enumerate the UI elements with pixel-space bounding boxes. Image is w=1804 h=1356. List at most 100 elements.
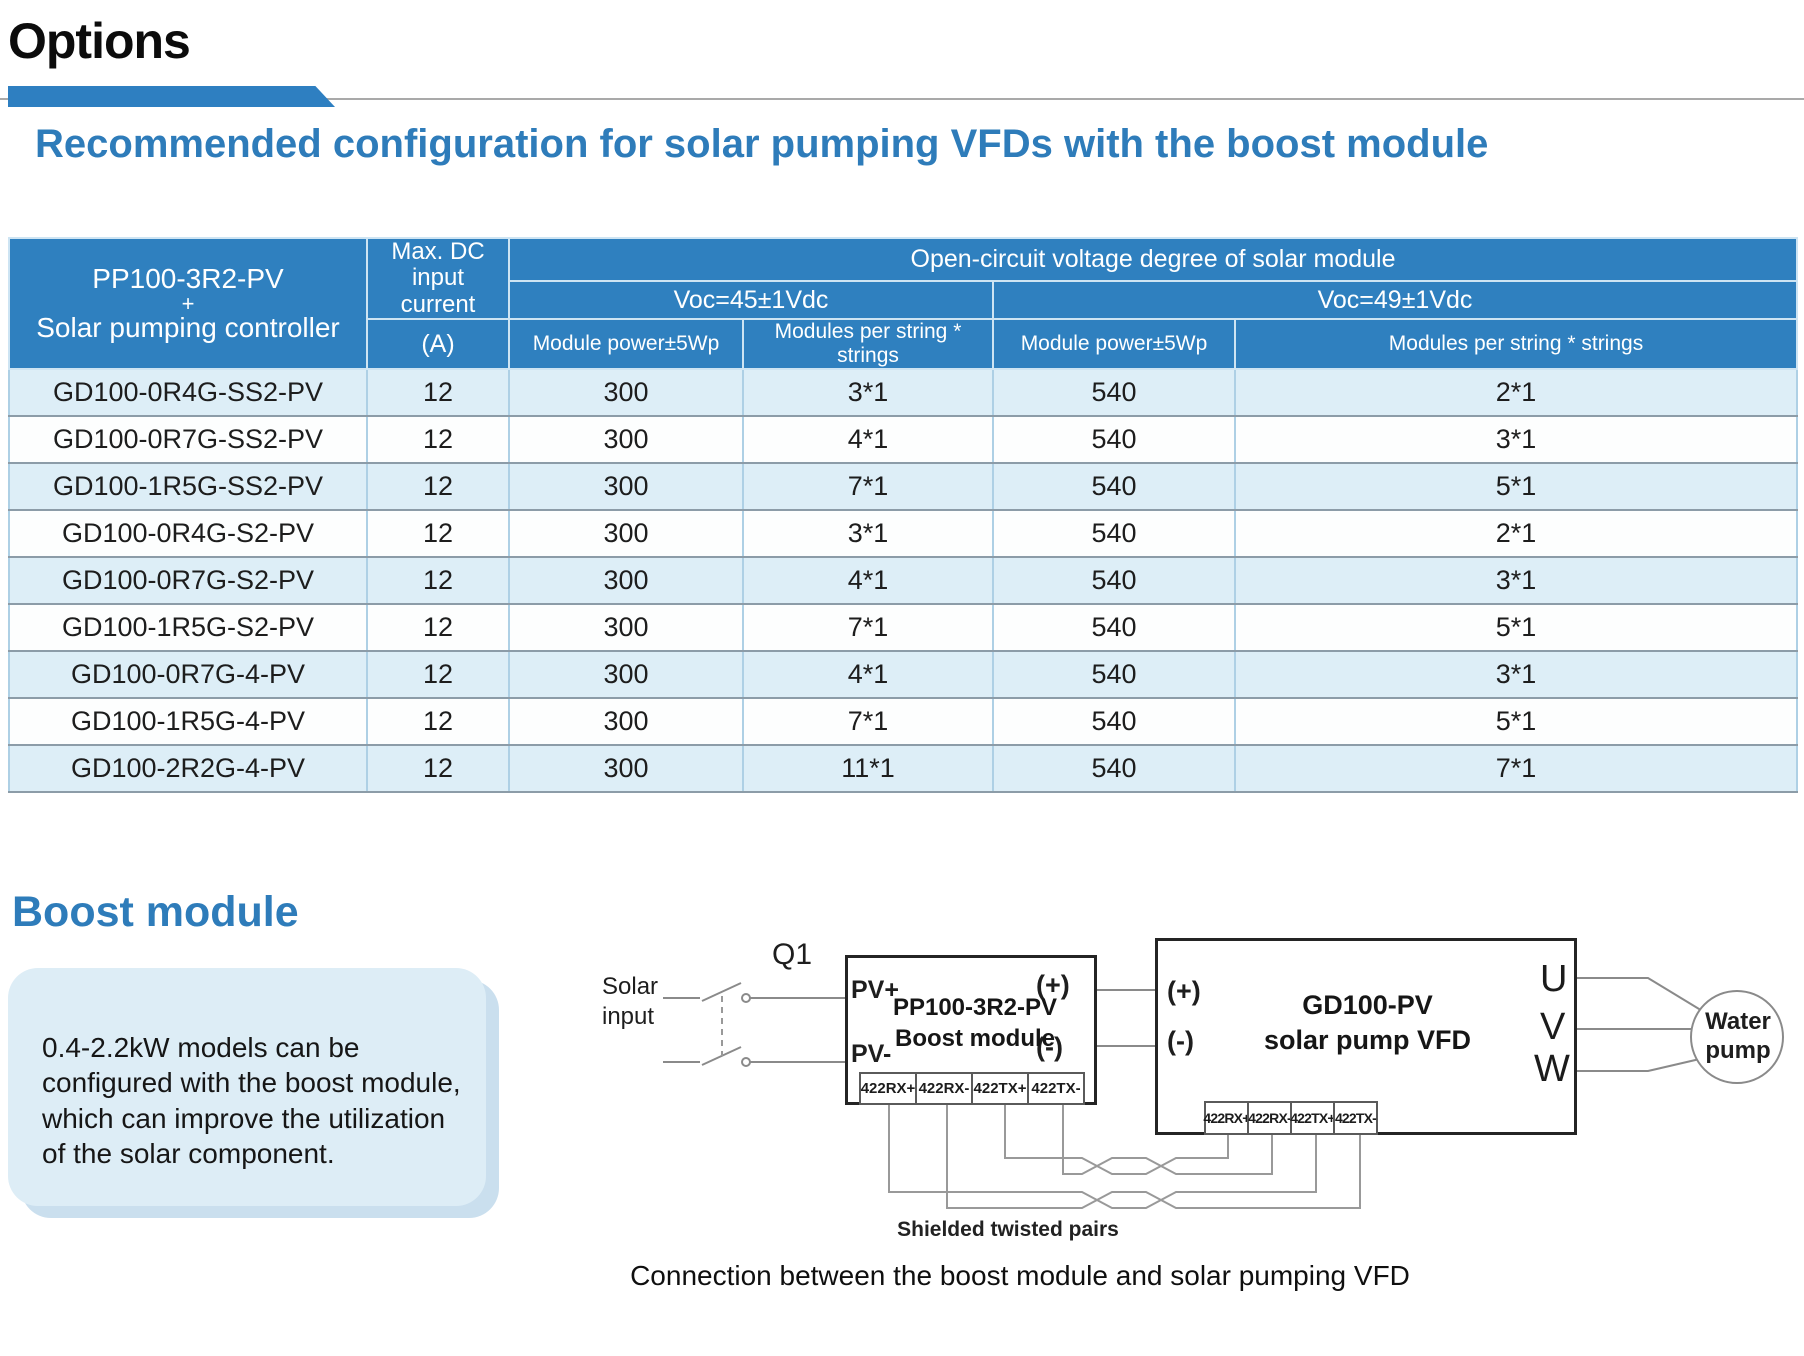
table-row: GD100-0R4G-SS2-PV 12 300 3*1 540 2*1 xyxy=(8,368,1798,418)
boost-box-title: PP100-3R2-PV Boost module xyxy=(858,992,1092,1054)
terminal-label: 422RX- xyxy=(1247,1101,1292,1135)
table-cell: 3*1 xyxy=(742,368,994,418)
header-voc49: Voc=49±1Vdc xyxy=(992,279,1798,321)
table-cell: 2*1 xyxy=(1234,509,1798,559)
table-cell: GD100-0R4G-SS2-PV xyxy=(8,368,368,418)
wire-u xyxy=(1577,977,1705,1013)
table-cell: 12 xyxy=(366,509,510,559)
table-cell: GD100-0R4G-S2-PV xyxy=(8,509,368,559)
table-row: GD100-0R7G-4-PV 12 300 4*1 540 3*1 xyxy=(8,650,1798,700)
table-cell: 12 xyxy=(366,556,510,606)
table-cell: 5*1 xyxy=(1234,603,1798,653)
table-cell: 12 xyxy=(366,697,510,747)
table-cell: 5*1 xyxy=(1234,697,1798,747)
section-heading-boost-module: Boost module xyxy=(12,888,299,936)
table-cell: 300 xyxy=(508,415,744,465)
vfd-box-title: GD100-PV solar pump VFD xyxy=(1225,988,1510,1058)
table-cell: 3*1 xyxy=(1234,415,1798,465)
table-row: GD100-0R7G-SS2-PV 12 300 4*1 540 3*1 xyxy=(8,415,1798,465)
table-cell: 300 xyxy=(508,368,744,418)
boost-pv-minus-terminal: PV- xyxy=(851,1040,892,1068)
vfd-input-minus: (-) xyxy=(1167,1026,1194,1056)
table-row: GD100-2R2G-4-PV 12 300 11*1 540 7*1 xyxy=(8,744,1798,794)
table-cell: 12 xyxy=(366,462,510,512)
section-heading-configuration: Recommended configuration for solar pump… xyxy=(35,122,1489,166)
table-cell: 540 xyxy=(992,697,1236,747)
table-cell: 540 xyxy=(992,462,1236,512)
table-cell: 540 xyxy=(992,603,1236,653)
table-cell: 12 xyxy=(366,650,510,700)
table-cell: 300 xyxy=(508,650,744,700)
header-open-circuit-group: Open-circuit voltage degree of solar mod… xyxy=(508,237,1798,282)
switch-blade-bottom xyxy=(701,1046,742,1066)
table-cell: 300 xyxy=(508,744,744,794)
boost-note-text: 0.4-2.2kW models can be configured with … xyxy=(42,1032,461,1169)
terminal-label: 422TX+ xyxy=(971,1072,1029,1105)
table-cell: GD100-2R2G-4-PV xyxy=(8,744,368,794)
table-cell: 12 xyxy=(366,603,510,653)
table-cell: 3*1 xyxy=(1234,650,1798,700)
header-model-line1: PP100-3R2-PV xyxy=(92,263,284,295)
table-cell: 300 xyxy=(508,509,744,559)
table-cell: 12 xyxy=(366,415,510,465)
boost-terminal-strip: 422RX+ 422RX- 422TX+ 422TX- xyxy=(859,1072,1085,1105)
header-max-dc: Max. DC input current xyxy=(366,236,510,321)
vfd-u-terminal: U xyxy=(1540,958,1568,1000)
table-cell: 12 xyxy=(366,744,510,794)
header-module-power-49: Module power±5Wp xyxy=(992,318,1236,371)
table-cell: GD100-0R7G-S2-PV xyxy=(8,556,368,606)
vfd-w-terminal: W xyxy=(1534,1048,1570,1090)
boost-title-line1: PP100-3R2-PV xyxy=(892,994,1058,1021)
header-model-line2: + xyxy=(181,290,195,316)
table-cell: 7*1 xyxy=(742,603,994,653)
boost-pv-plus-terminal: PV+ xyxy=(851,976,899,1004)
header-max-dc-unit: (A) xyxy=(366,318,510,371)
terminal-label: 422TX- xyxy=(1027,1072,1085,1105)
table-cell: 300 xyxy=(508,697,744,747)
table-cell: 7*1 xyxy=(742,697,994,747)
header-module-power-45: Module power±5Wp xyxy=(508,318,744,371)
terminal-label: 422TX- xyxy=(1333,1101,1378,1135)
table-cell: 7*1 xyxy=(1234,744,1798,794)
header-model: PP100-3R2-PV + Solar pumping controller xyxy=(8,236,368,371)
vfd-title-line2: solar pump VFD xyxy=(1263,1025,1472,1056)
vfd-title-line1: GD100-PV xyxy=(1302,990,1433,1020)
table-cell: 3*1 xyxy=(1234,556,1798,606)
table-cell: 540 xyxy=(992,650,1236,700)
boost-output-plus: (+) xyxy=(1036,970,1070,1000)
table-cell: GD100-1R5G-4-PV xyxy=(8,697,368,747)
table-body: GD100-0R4G-SS2-PV 12 300 3*1 540 2*1 GD100-0R7… xyxy=(8,368,1798,794)
header-voc45: Voc=45±1Vdc xyxy=(508,279,994,321)
configuration-table: PP100-3R2-PV + Solar pumping controller … xyxy=(8,236,1798,794)
boost-title-line2: Boost module xyxy=(895,1025,1055,1053)
table-cell: 540 xyxy=(992,368,1236,418)
table-row: GD100-0R7G-S2-PV 12 300 4*1 540 3*1 xyxy=(8,556,1798,606)
table-cell: 5*1 xyxy=(1234,462,1798,512)
vfd-input-plus: (+) xyxy=(1167,976,1201,1006)
table-cell: 7*1 xyxy=(742,462,994,512)
diagram-caption: Connection between the boost module and … xyxy=(630,1260,1410,1291)
switch-contact-top xyxy=(741,993,751,1003)
table-cell: 540 xyxy=(992,509,1236,559)
table-row: GD100-1R5G-S2-PV 12 300 7*1 540 5*1 xyxy=(8,603,1798,653)
page-title: Options xyxy=(8,13,191,69)
table-cell: 4*1 xyxy=(742,415,994,465)
title-rule-line xyxy=(0,98,1804,100)
table-cell: 540 xyxy=(992,415,1236,465)
table-cell: GD100-0R7G-4-PV xyxy=(8,650,368,700)
header-modules-per-string-45: Modules per string * strings xyxy=(742,318,994,371)
table-cell: 2*1 xyxy=(1234,368,1798,418)
table-row: GD100-0R4G-S2-PV 12 300 3*1 540 2*1 xyxy=(8,509,1798,559)
boost-output-minus: (-) xyxy=(1036,1032,1063,1062)
wire-w xyxy=(1577,1057,1705,1072)
table-cell: GD100-1R5G-SS2-PV xyxy=(8,462,368,512)
table-row: GD100-1R5G-SS2-PV 12 300 7*1 540 5*1 xyxy=(8,462,1798,512)
table-row: GD100-1R5G-4-PV 12 300 7*1 540 5*1 xyxy=(8,697,1798,747)
table-cell: 300 xyxy=(508,603,744,653)
table-cell: 540 xyxy=(992,744,1236,794)
switch-blade-top xyxy=(701,982,742,1002)
terminal-label: 422TX+ xyxy=(1290,1101,1336,1135)
switch-contact-bottom xyxy=(741,1057,751,1067)
vfd-v-terminal: V xyxy=(1540,1006,1566,1048)
